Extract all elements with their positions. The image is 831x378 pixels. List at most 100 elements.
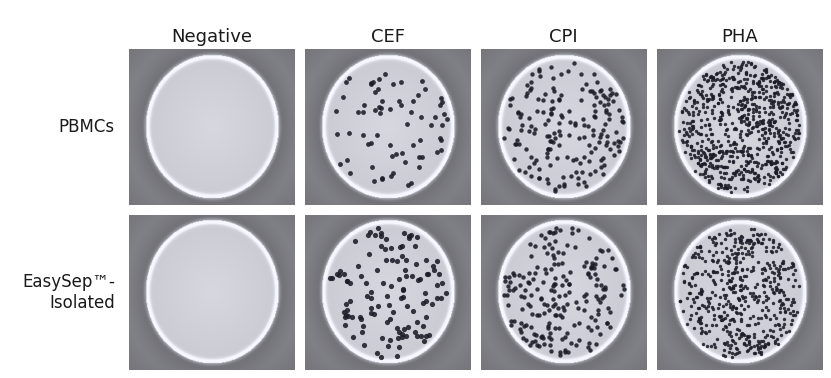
- Point: [737, 186, 750, 192]
- Point: [383, 142, 396, 148]
- Point: [524, 241, 537, 247]
- Point: [736, 296, 750, 302]
- Point: [706, 277, 719, 284]
- Point: [687, 97, 701, 103]
- Point: [755, 71, 769, 77]
- Point: [748, 321, 761, 327]
- Point: [699, 73, 712, 79]
- Point: [719, 259, 732, 265]
- Point: [740, 116, 753, 122]
- Point: [589, 144, 602, 150]
- Point: [720, 66, 734, 72]
- Point: [740, 322, 754, 328]
- Point: [687, 98, 701, 104]
- Point: [718, 164, 731, 170]
- Point: [520, 90, 534, 96]
- Point: [722, 259, 735, 265]
- Point: [736, 255, 750, 261]
- Point: [765, 149, 779, 155]
- Point: [597, 293, 611, 299]
- Point: [701, 271, 715, 277]
- Point: [700, 344, 713, 350]
- Point: [718, 64, 731, 70]
- Point: [697, 76, 711, 82]
- Point: [729, 236, 742, 242]
- Point: [558, 183, 571, 189]
- Point: [740, 336, 753, 342]
- Point: [563, 108, 576, 114]
- Point: [718, 322, 731, 328]
- Point: [778, 316, 791, 322]
- Point: [356, 109, 370, 115]
- Point: [323, 275, 337, 281]
- Point: [722, 112, 735, 118]
- Point: [524, 173, 538, 179]
- Point: [545, 245, 558, 251]
- Point: [718, 315, 731, 321]
- Point: [711, 259, 724, 265]
- Point: [778, 94, 791, 100]
- Point: [764, 161, 777, 167]
- Point: [759, 231, 772, 237]
- Point: [730, 264, 743, 270]
- Point: [363, 229, 376, 235]
- Point: [562, 281, 575, 287]
- Point: [740, 115, 753, 121]
- Point: [723, 304, 736, 310]
- Point: [509, 141, 522, 147]
- Point: [370, 350, 383, 356]
- Point: [753, 136, 766, 142]
- Point: [559, 277, 573, 283]
- Point: [750, 105, 763, 112]
- Point: [779, 130, 793, 136]
- Point: [771, 268, 784, 274]
- Point: [742, 106, 755, 112]
- Point: [745, 61, 758, 67]
- Point: [786, 103, 799, 109]
- Point: [701, 294, 714, 301]
- Point: [391, 335, 405, 341]
- Point: [683, 128, 696, 134]
- Point: [715, 152, 729, 158]
- Point: [596, 155, 609, 161]
- Point: [440, 290, 453, 296]
- Point: [754, 345, 767, 352]
- Point: [743, 333, 756, 339]
- Point: [440, 116, 454, 122]
- Point: [686, 118, 699, 124]
- Point: [718, 294, 731, 301]
- Point: [720, 185, 733, 191]
- Point: [778, 139, 791, 146]
- Point: [744, 237, 757, 243]
- Point: [770, 89, 784, 95]
- Point: [513, 282, 526, 288]
- Point: [730, 350, 744, 356]
- Point: [558, 349, 572, 355]
- Point: [511, 109, 524, 115]
- Point: [776, 290, 789, 296]
- Point: [753, 94, 766, 100]
- Point: [570, 156, 583, 162]
- Point: [712, 149, 725, 155]
- Point: [764, 316, 777, 322]
- Point: [762, 181, 775, 187]
- Point: [775, 260, 789, 266]
- Point: [704, 139, 717, 145]
- Point: [786, 154, 799, 160]
- Point: [764, 327, 777, 333]
- Point: [383, 316, 396, 322]
- Point: [521, 301, 534, 307]
- Point: [536, 335, 549, 341]
- Point: [407, 98, 420, 104]
- Point: [760, 68, 773, 74]
- Point: [787, 133, 800, 139]
- Point: [734, 114, 747, 120]
- Point: [434, 102, 447, 108]
- Point: [770, 164, 783, 170]
- Point: [734, 131, 747, 137]
- Point: [712, 91, 725, 97]
- Point: [543, 307, 556, 313]
- Point: [691, 130, 705, 136]
- Point: [590, 341, 603, 347]
- Point: [695, 291, 708, 297]
